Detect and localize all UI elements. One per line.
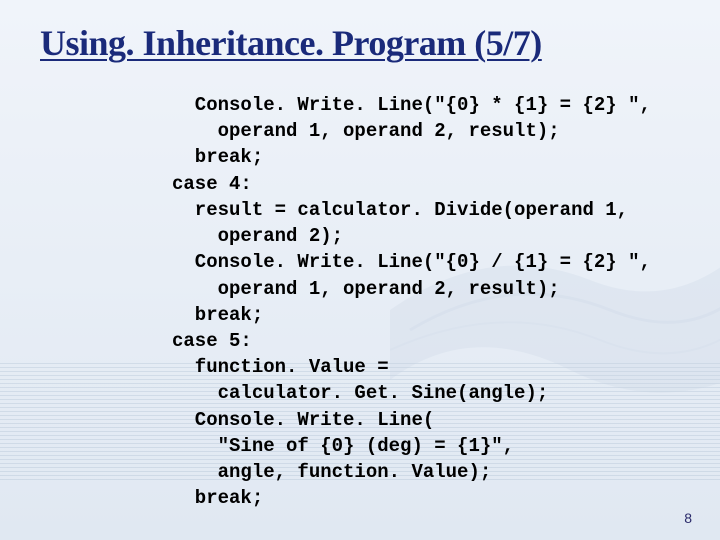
slide-content: Using. Inheritance. Program (5/7) Consol… bbox=[0, 0, 720, 540]
code-block: Console. Write. Line("{0} * {1} = {2} ",… bbox=[172, 92, 680, 512]
page-number: 8 bbox=[684, 510, 692, 526]
slide-title: Using. Inheritance. Program (5/7) bbox=[40, 22, 680, 64]
